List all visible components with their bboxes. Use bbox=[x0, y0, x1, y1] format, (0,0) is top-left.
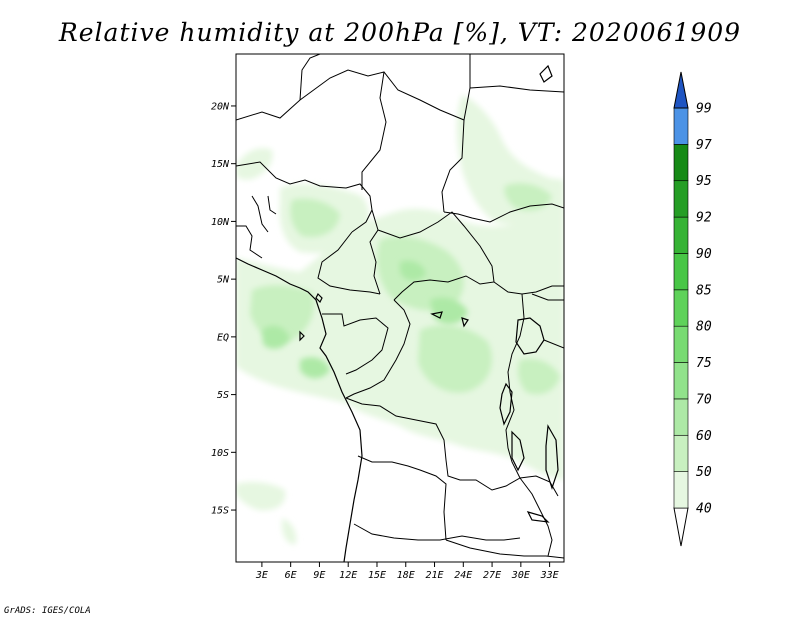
lon-label: 9E bbox=[313, 570, 325, 581]
colorbar-label: 92 bbox=[696, 211, 712, 226]
lon-label: 33E bbox=[540, 570, 559, 581]
humidity-field bbox=[236, 95, 564, 545]
colorbar-segment bbox=[673, 398, 689, 436]
colorbar-label: 99 bbox=[696, 102, 712, 117]
colorbar-lower-arrow bbox=[673, 507, 689, 547]
lat-label: 10S bbox=[211, 448, 229, 459]
colorbar-label: 60 bbox=[696, 429, 712, 444]
colorbar-segment bbox=[673, 107, 689, 145]
lat-label: 5S bbox=[217, 390, 229, 401]
lon-label: 30E bbox=[511, 570, 530, 581]
colorbar-segment bbox=[673, 325, 689, 363]
colorbar-label: 40 bbox=[696, 502, 712, 517]
colorbar: 40 50 60 70 75 80 85 90 92 95 97 99 bbox=[673, 71, 712, 547]
latitude-axis: 20N 15N 10N 5N EQ 5S 10S 15S bbox=[211, 101, 236, 517]
colorbar-label: 75 bbox=[696, 356, 712, 371]
map-frame bbox=[235, 53, 565, 563]
colorbar-segment bbox=[673, 216, 689, 254]
colorbar-segment bbox=[673, 253, 689, 291]
lat-label: 5N bbox=[217, 275, 230, 286]
lat-label: 15S bbox=[211, 506, 229, 517]
chart-title: Relative humidity at 200hPa [%], VT: 202… bbox=[58, 18, 741, 47]
colorbar-segment bbox=[673, 362, 689, 400]
lon-label: 12E bbox=[339, 570, 357, 581]
colorbar-label: 85 bbox=[696, 283, 712, 298]
boundaries bbox=[236, 54, 564, 562]
credit-text: GrADS: IGES/COLA bbox=[4, 606, 91, 616]
colorbar-upper-arrow bbox=[673, 71, 689, 109]
lat-label: 20N bbox=[211, 101, 230, 112]
lon-label: 6E bbox=[285, 570, 297, 581]
colorbar-label: 90 bbox=[696, 247, 712, 262]
lat-label: 15N bbox=[211, 159, 230, 170]
lon-label: 15E bbox=[368, 570, 386, 581]
colorbar-segment bbox=[673, 471, 689, 509]
lon-label: 24E bbox=[454, 570, 472, 581]
lat-label: 10N bbox=[211, 217, 230, 228]
longitude-axis: 3E 6E 9E 12E 15E 18E 21E 24E 27E 30E 33E bbox=[255, 562, 559, 581]
colorbar-label: 95 bbox=[696, 174, 712, 189]
colorbar-label: 70 bbox=[696, 392, 712, 407]
colorbar-label: 97 bbox=[696, 138, 712, 153]
lon-label: 21E bbox=[425, 570, 443, 581]
lon-label: 18E bbox=[397, 570, 415, 581]
colorbar-segment bbox=[673, 144, 689, 182]
colorbar-segment bbox=[673, 434, 689, 472]
colorbar-segment bbox=[673, 180, 689, 218]
colorbar-label: 80 bbox=[696, 320, 712, 335]
colorbar-label: 50 bbox=[696, 465, 712, 480]
lat-label: EQ bbox=[217, 332, 229, 343]
lon-label: 27E bbox=[483, 570, 501, 581]
lon-label: 3E bbox=[255, 570, 268, 581]
colorbar-segment bbox=[673, 289, 689, 327]
